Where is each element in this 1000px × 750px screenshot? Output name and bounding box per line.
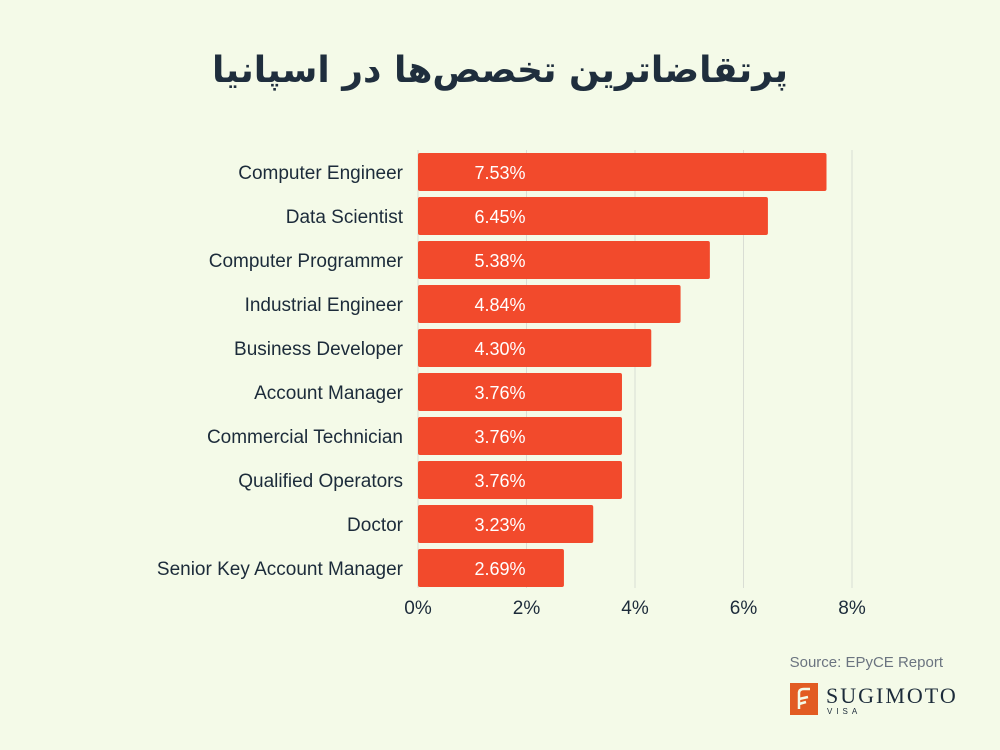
bar — [418, 241, 710, 279]
bar — [418, 373, 622, 411]
bar — [418, 329, 652, 367]
category-label: Computer Engineer — [238, 163, 403, 184]
x-tick-label: 2% — [513, 598, 541, 619]
x-tick-label: 6% — [730, 598, 758, 619]
category-label: Data Scientist — [286, 207, 404, 228]
category-label: Qualified Operators — [238, 471, 403, 492]
source-note: Source: EPyCE Report — [789, 654, 943, 671]
brand-mark-icon — [790, 683, 818, 715]
bar — [418, 285, 681, 323]
value-label: 4.84% — [474, 295, 525, 315]
bar — [418, 461, 622, 499]
bar-chart: 0% 2% 4% 6% 8% Computer Engineer 7.53% Data Sci… — [157, 150, 866, 619]
value-label: 3.76% — [474, 383, 525, 403]
category-label: Doctor — [347, 515, 404, 536]
bar — [418, 197, 768, 235]
value-label: 4.30% — [474, 339, 525, 359]
value-label: 3.76% — [474, 471, 525, 491]
category-label: Industrial Engineer — [245, 295, 404, 316]
category-label: Account Manager — [254, 383, 404, 404]
value-label: 3.23% — [474, 515, 525, 535]
brand-logo: SUGIMOTO VISA — [790, 683, 956, 719]
value-label: 5.38% — [474, 251, 525, 271]
value-label: 7.53% — [474, 163, 525, 183]
x-tick-label: 4% — [621, 598, 649, 619]
brand-sub: VISA — [827, 707, 862, 716]
brand-name: SUGIMOTO — [826, 683, 958, 708]
bar — [418, 549, 564, 587]
x-tick-label: 8% — [838, 598, 866, 619]
bar — [418, 505, 594, 543]
bar — [418, 153, 827, 191]
category-label: Computer Programmer — [209, 251, 404, 272]
value-label: 6.45% — [474, 207, 525, 227]
value-label: 3.76% — [474, 427, 525, 447]
category-label: Senior Key Account Manager — [157, 559, 404, 580]
category-label: Commercial Technician — [207, 427, 403, 448]
category-label: Business Developer — [234, 339, 404, 360]
chart-title: پرتقاضاترین تخصص‌ها در اسپانیا — [212, 50, 788, 91]
x-tick-label: 0% — [404, 598, 432, 619]
value-label: 2.69% — [474, 559, 525, 579]
bar — [418, 417, 622, 455]
